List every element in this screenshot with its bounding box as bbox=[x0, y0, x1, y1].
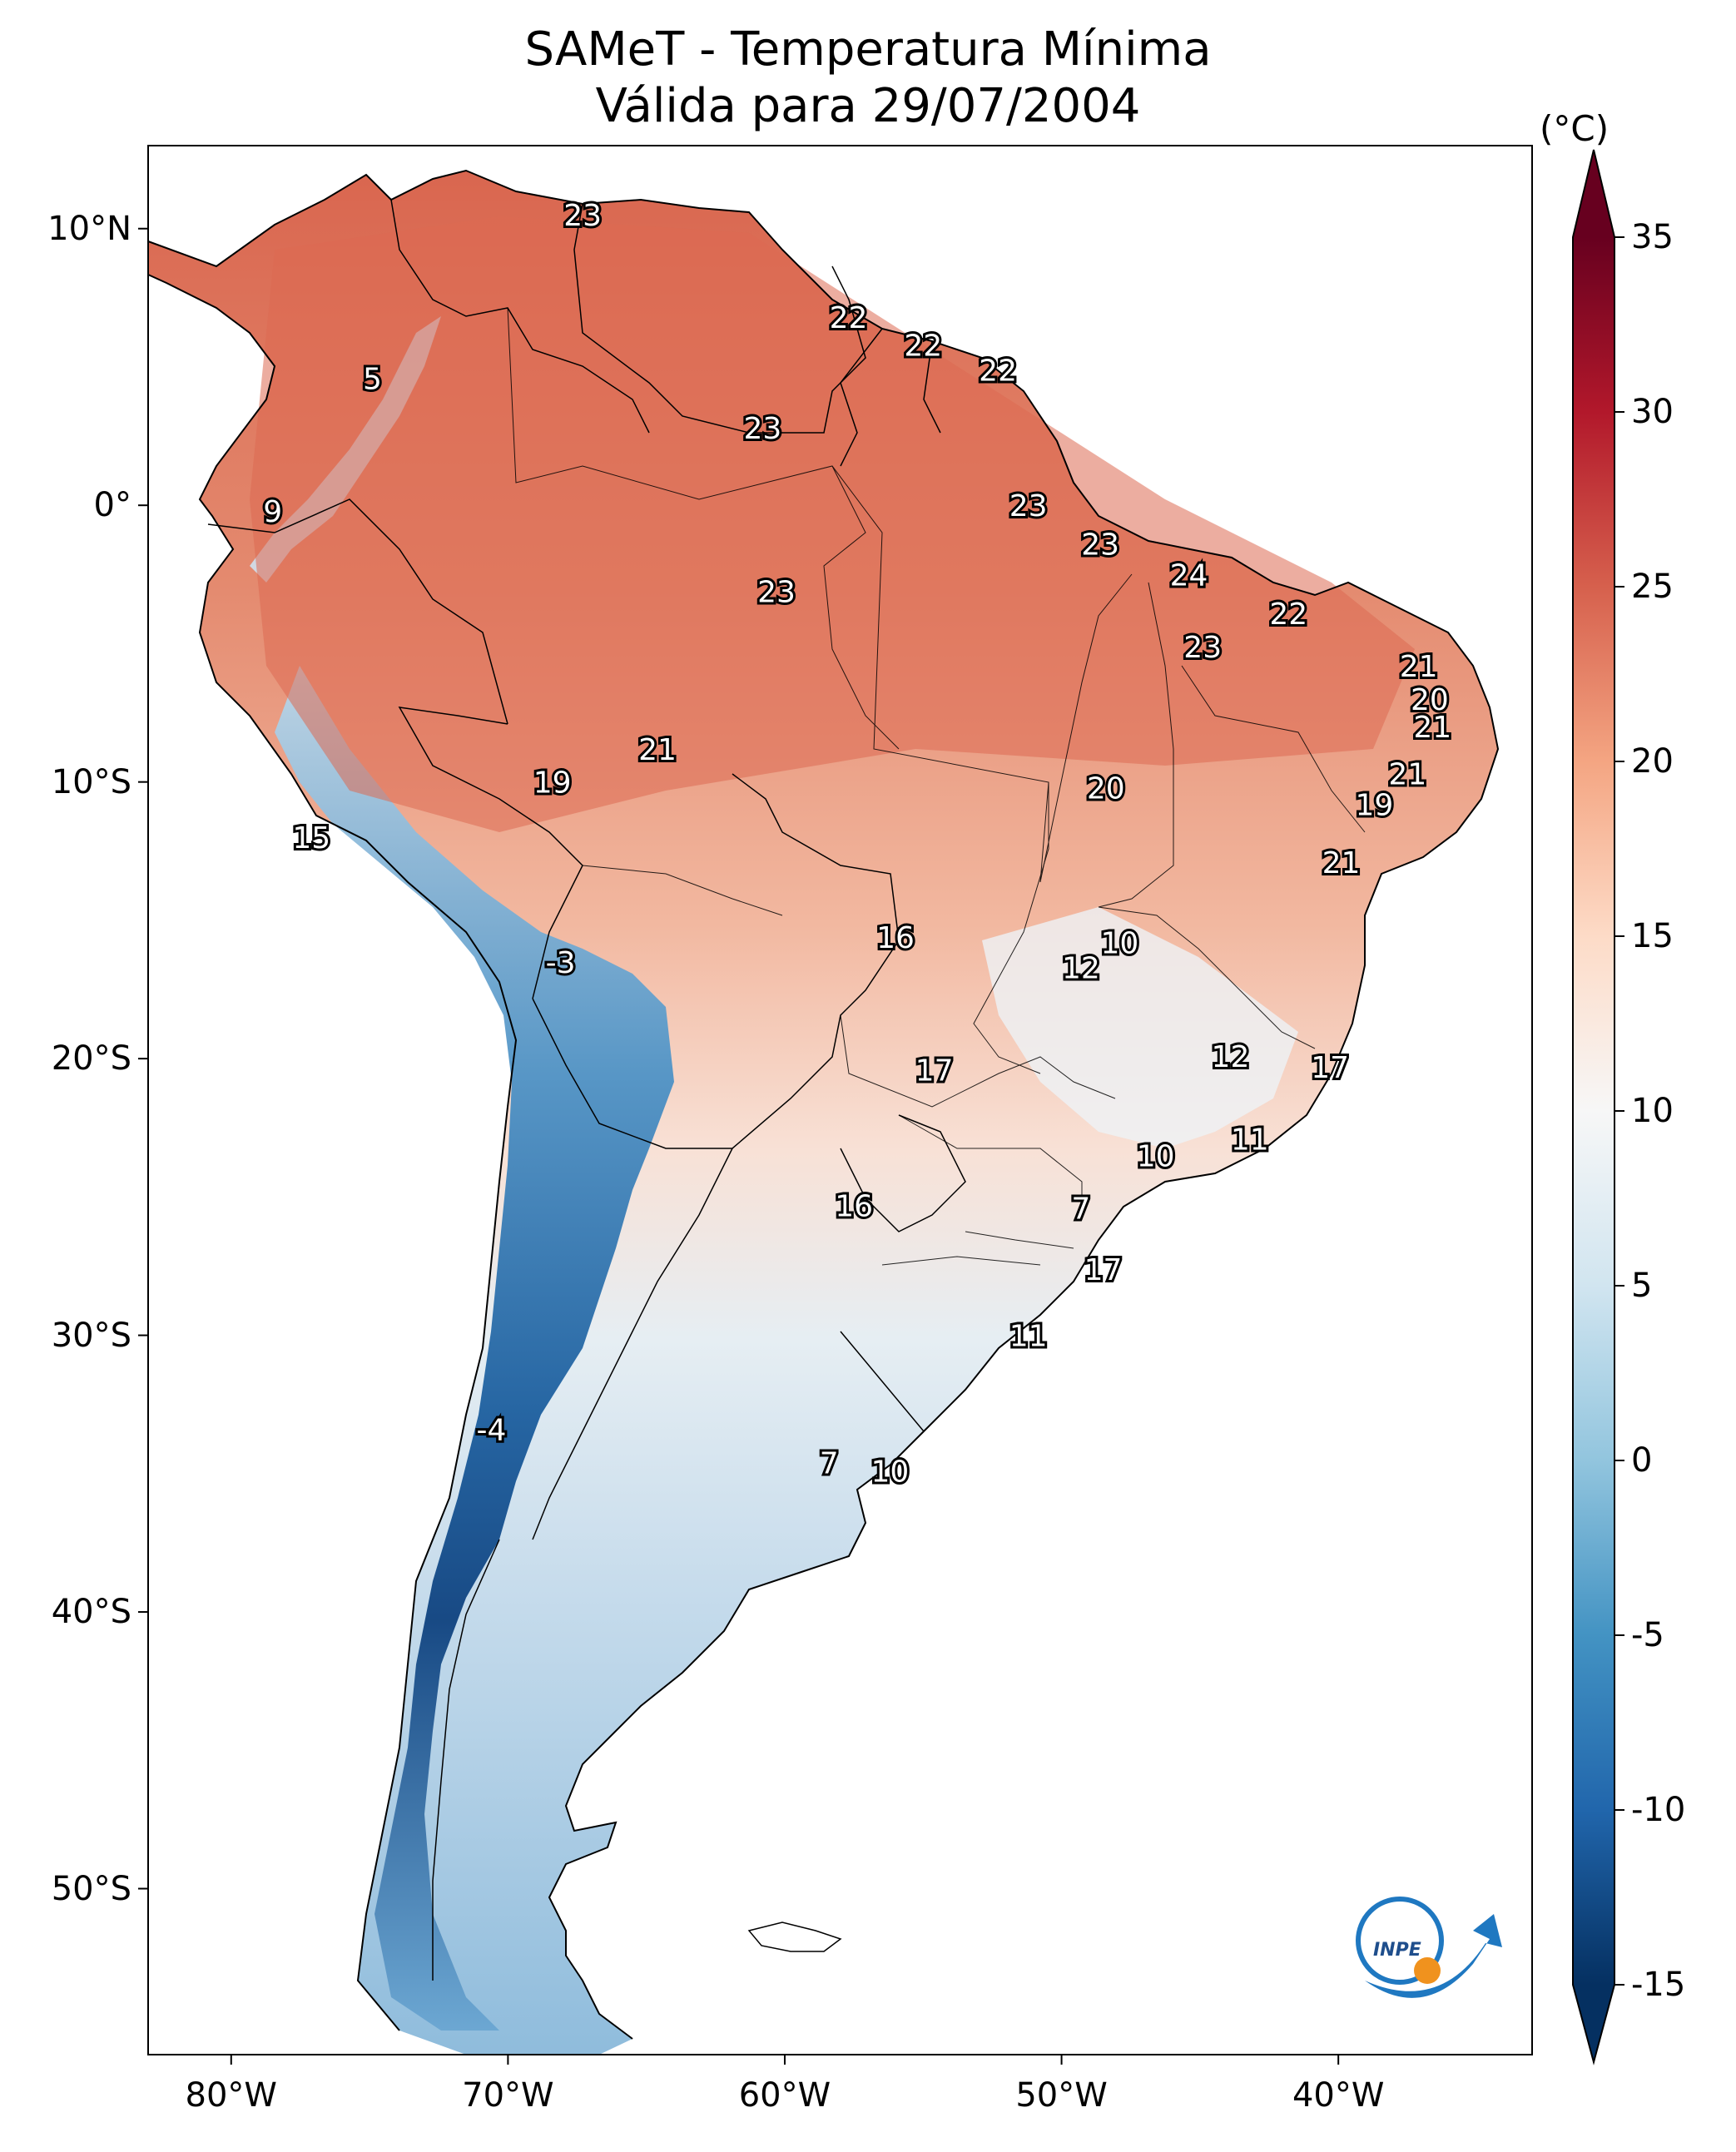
station-value: 12 bbox=[1062, 951, 1100, 985]
lat-tick-label: 0° bbox=[93, 486, 131, 525]
station-value: 21 bbox=[1400, 650, 1438, 684]
station-value: 23 bbox=[1081, 528, 1119, 563]
station-value: 20 bbox=[1087, 771, 1125, 806]
logo-text: INPE bbox=[1373, 1940, 1421, 1961]
land-fill bbox=[148, 171, 1498, 2055]
station-value: 16 bbox=[835, 1189, 873, 1223]
lon-tick-label: 70°W bbox=[462, 2076, 554, 2115]
logo-sun-icon bbox=[1414, 1957, 1441, 1984]
station-value: 16 bbox=[876, 921, 915, 955]
station-value: 9 bbox=[263, 495, 282, 529]
station-value: 11 bbox=[1009, 1320, 1048, 1354]
station-value: 19 bbox=[1356, 788, 1394, 822]
map-title: SAMeT - Temperatura Mínima bbox=[524, 22, 1212, 77]
colorbar-tick-label: -10 bbox=[1631, 1791, 1686, 1829]
station-value: 10 bbox=[870, 1455, 909, 1490]
lat-tick-label: 40°S bbox=[51, 1593, 131, 1632]
station-value: 22 bbox=[979, 354, 1017, 388]
colorbar-tick-label: 20 bbox=[1631, 742, 1674, 781]
longitude-ticks bbox=[230, 2055, 1340, 2065]
lon-tick-label: 40°W bbox=[1292, 2076, 1385, 2115]
colorbar-max-extension bbox=[1573, 150, 1614, 237]
station-value: 7 bbox=[1071, 1193, 1090, 1227]
station-value: 23 bbox=[1183, 631, 1222, 665]
colorbar-gradient bbox=[1573, 237, 1614, 1985]
logo-arrow-icon bbox=[1365, 1914, 1502, 1998]
map-frame bbox=[147, 145, 1533, 2055]
atlantic-coast-cool bbox=[982, 907, 1298, 1148]
station-value: 15 bbox=[292, 821, 330, 855]
amazon-warm bbox=[250, 216, 1415, 832]
station-value: 21 bbox=[638, 733, 677, 767]
map-subtitle: Válida para 29/07/2004 bbox=[595, 79, 1141, 133]
station-value: 22 bbox=[1269, 598, 1307, 632]
station-value: 17 bbox=[1084, 1253, 1123, 1287]
lon-tick-label: 80°W bbox=[185, 2076, 277, 2115]
station-value: 10 bbox=[1137, 1139, 1175, 1173]
colorbar-min-extension bbox=[1573, 1985, 1614, 2062]
lat-tick-label: 10°N bbox=[47, 209, 131, 248]
station-value: 21 bbox=[1322, 846, 1361, 880]
lat-tick-label: 30°S bbox=[51, 1316, 131, 1355]
station-value: 10 bbox=[1101, 926, 1139, 960]
station-value: 11 bbox=[1231, 1123, 1269, 1158]
colorbar-ticks bbox=[1614, 236, 1624, 1986]
station-value: 23 bbox=[563, 199, 602, 233]
colorbar-tick-label: 0 bbox=[1631, 1441, 1653, 1480]
latitude-ticks bbox=[138, 227, 148, 1890]
station-value: 5 bbox=[363, 362, 382, 396]
station-value: 23 bbox=[743, 412, 781, 446]
station-value: 23 bbox=[1009, 489, 1048, 523]
station-value: 23 bbox=[757, 575, 796, 609]
colorbar-tick-label: 10 bbox=[1631, 1092, 1674, 1130]
andes-cold-band bbox=[275, 666, 674, 2031]
lat-tick-label: 50°S bbox=[51, 1869, 131, 1908]
state-borders bbox=[507, 307, 1366, 1266]
station-value: 21 bbox=[1413, 711, 1451, 745]
station-value: 24 bbox=[1170, 558, 1208, 593]
logo-orbit-icon bbox=[1356, 1897, 1444, 1985]
inpe-logo: INPE bbox=[1356, 1897, 1502, 1998]
colorbar-tick-label: 25 bbox=[1631, 568, 1674, 606]
station-value: -3 bbox=[546, 946, 576, 980]
pacific-coastline bbox=[147, 274, 518, 2031]
colorbar bbox=[1572, 149, 1624, 2065]
station-value: 17 bbox=[915, 1054, 954, 1088]
colorbar-tick-label: -15 bbox=[1631, 1966, 1686, 2004]
station-value: 20 bbox=[1411, 683, 1449, 717]
lat-tick-label: 20°S bbox=[51, 1039, 131, 1078]
colorbar-tick-label: 35 bbox=[1631, 218, 1674, 256]
lon-tick-label: 60°W bbox=[738, 2076, 831, 2115]
colorbar-tick-label: 15 bbox=[1631, 917, 1674, 955]
station-value: 22 bbox=[904, 329, 942, 363]
station-value: 19 bbox=[533, 766, 572, 801]
lon-tick-label: 50°W bbox=[1015, 2076, 1108, 2115]
station-value: 12 bbox=[1212, 1040, 1250, 1074]
station-value: 7 bbox=[820, 1447, 839, 1481]
falkland-islands bbox=[747, 1921, 842, 1952]
colorbar-units: (°C) bbox=[1540, 108, 1610, 149]
colorbar-tick-label: 5 bbox=[1631, 1267, 1653, 1305]
lat-tick-label: 10°S bbox=[51, 762, 131, 801]
station-value: 22 bbox=[830, 301, 868, 335]
station-value: -4 bbox=[476, 1414, 506, 1448]
station-value: 21 bbox=[1388, 758, 1426, 792]
coastline bbox=[147, 169, 1500, 2040]
colorbar-tick-label: 30 bbox=[1631, 393, 1674, 431]
station-value: 17 bbox=[1311, 1051, 1349, 1085]
colorbar-tick-label: -5 bbox=[1631, 1616, 1664, 1654]
